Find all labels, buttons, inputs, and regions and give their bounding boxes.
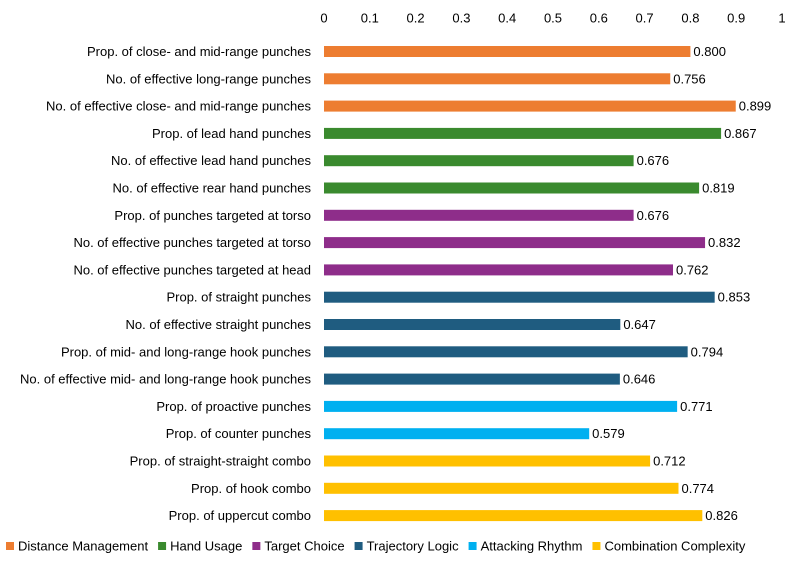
bar-value-label: 0.832 — [708, 235, 741, 250]
x-tick-label: 0 — [320, 11, 327, 26]
bar — [324, 209, 634, 221]
bar — [324, 127, 722, 139]
bar-value-label: 0.774 — [681, 481, 714, 496]
bar — [324, 264, 673, 276]
x-tick-label: 0.2 — [407, 11, 425, 26]
legend-label: Hand Usage — [170, 539, 242, 554]
category-label: Prop. of straight-straight combo — [130, 454, 311, 469]
bar — [324, 400, 678, 412]
x-tick-label: 0.7 — [636, 11, 654, 26]
category-labels: Prop. of close- and mid-range punches No.… — [20, 44, 312, 523]
legend-label: Trajectory Logic — [367, 539, 459, 554]
legend-swatch — [468, 542, 477, 550]
bar — [324, 291, 715, 303]
bar-value-label: 0.800 — [693, 44, 726, 59]
bar — [324, 182, 700, 194]
bar — [324, 46, 691, 57]
bar-value-label: 0.794 — [691, 344, 724, 359]
bar-value-label: 0.646 — [623, 372, 656, 387]
legend-swatch — [354, 542, 363, 550]
bar-value-label: 0.579 — [592, 426, 625, 441]
x-tick-label: 0.9 — [727, 11, 745, 26]
bar — [324, 73, 671, 85]
category-label: Prop. of proactive punches — [156, 399, 311, 414]
category-label: No. of effective straight punches — [126, 317, 312, 332]
value-labels: 0.800 0.756 0.899 0.867 0.676 0.819 0.676 0.832… — [592, 44, 771, 523]
bar — [324, 482, 679, 494]
legend-swatch — [592, 542, 601, 550]
x-axis: 0 0.1 0.2 0.3 0.4 0.5 0.6 0.7 0.8 0.9 1 — [320, 11, 785, 26]
bar — [324, 155, 634, 167]
bar-value-label: 0.826 — [705, 508, 738, 523]
legend-label: Attacking Rhythm — [481, 539, 583, 554]
x-tick-label: 0.3 — [452, 11, 470, 26]
category-label: No. of effective punches targeted at tor… — [73, 235, 311, 250]
bars — [324, 46, 736, 522]
bar — [324, 346, 688, 358]
category-label: No. of effective mid- and long-range hoo… — [20, 372, 311, 387]
category-label: Prop. of straight punches — [166, 290, 311, 305]
bar-value-label: 0.899 — [739, 99, 772, 114]
bar-value-label: 0.712 — [653, 454, 686, 469]
bar-value-label: 0.819 — [702, 181, 735, 196]
bar-value-label: 0.867 — [724, 126, 757, 141]
bar — [324, 373, 620, 385]
legend-label: Combination Complexity — [604, 539, 745, 554]
bar — [324, 455, 651, 467]
x-tick-label: 0.5 — [544, 11, 562, 26]
legend-swatch — [158, 542, 167, 550]
legend-label: Target Choice — [264, 539, 344, 554]
bar-value-label: 0.762 — [676, 262, 709, 277]
category-label: Prop. of punches targeted at torso — [114, 208, 311, 223]
category-label: No. of effective close- and mid-range pu… — [46, 99, 311, 114]
bar-value-label: 0.676 — [637, 153, 670, 168]
bar-value-label: 0.853 — [718, 290, 751, 305]
x-tick-label: 0.6 — [590, 11, 608, 26]
category-label: Prop. of counter punches — [166, 426, 312, 441]
legend-swatch — [6, 542, 14, 550]
bar-value-label: 0.647 — [623, 317, 656, 332]
x-tick-label: 0.4 — [498, 11, 516, 26]
category-label: No. of effective rear hand punches — [113, 181, 312, 196]
category-label: Prop. of uppercut combo — [169, 508, 311, 523]
category-label: No. of effective punches targeted at hea… — [73, 262, 311, 277]
legend: Distance Management Hand Usage Target Choi… — [6, 539, 746, 554]
bar-value-label: 0.676 — [637, 208, 670, 223]
bar — [324, 100, 736, 112]
bar-value-label: 0.756 — [673, 71, 706, 86]
category-label: Prop. of lead hand punches — [152, 126, 312, 141]
category-label: No. of effective lead hand punches — [111, 153, 311, 168]
bar — [324, 510, 703, 522]
x-tick-label: 0.8 — [681, 11, 699, 26]
category-label: Prop. of close- and mid-range punches — [87, 44, 312, 59]
legend-label: Distance Management — [18, 539, 148, 554]
bar-value-label: 0.771 — [680, 399, 713, 414]
category-label: Prop. of hook combo — [191, 481, 311, 496]
x-tick-label: 1 — [778, 11, 785, 26]
x-tick-label: 0.1 — [361, 11, 379, 26]
category-label: Prop. of mid- and long-range hook punche… — [61, 344, 312, 359]
category-label: No. of effective long-range punches — [106, 71, 312, 86]
bar — [324, 237, 706, 249]
bar — [324, 319, 621, 330]
bar — [324, 428, 590, 440]
legend-swatch — [252, 542, 261, 550]
